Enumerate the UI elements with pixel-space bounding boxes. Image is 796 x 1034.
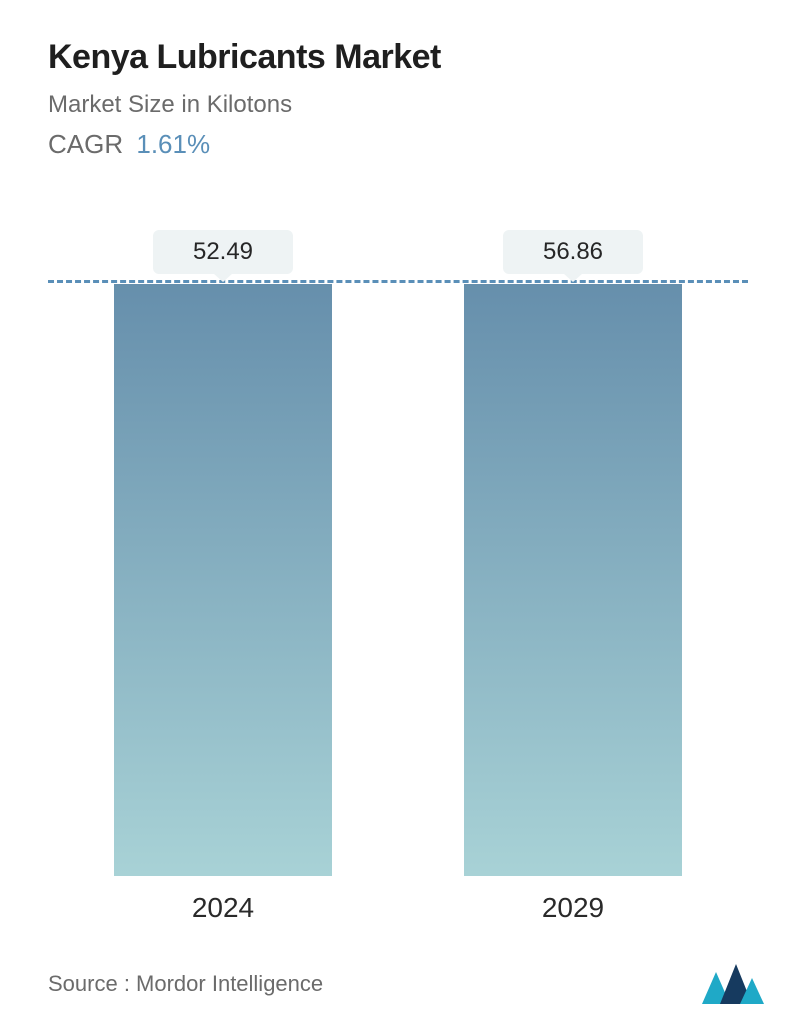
chart-title: Kenya Lubricants Market xyxy=(48,38,748,77)
bar-chart: 52.49 56.86 2024 2029 xyxy=(48,230,748,924)
chart-header: Kenya Lubricants Market Market Size in K… xyxy=(0,0,796,160)
bars-container: 52.49 56.86 xyxy=(48,230,748,876)
cagr-row: CAGR 1.61% xyxy=(48,129,748,160)
source-text: Source : Mordor Intelligence xyxy=(48,971,323,997)
bar-value-label: 52.49 xyxy=(153,230,293,274)
x-axis-labels: 2024 2029 xyxy=(48,892,748,924)
bar-value-label: 56.86 xyxy=(503,230,643,274)
x-axis-label: 2024 xyxy=(83,892,363,924)
bar xyxy=(464,284,682,876)
bar-group: 56.86 xyxy=(433,230,713,876)
reference-line xyxy=(48,280,748,283)
bar xyxy=(114,284,332,876)
cagr-value: 1.61% xyxy=(136,129,210,159)
bar-fill xyxy=(464,284,682,876)
chart-footer: Source : Mordor Intelligence xyxy=(48,964,764,1004)
bar-fill xyxy=(114,284,332,876)
x-axis-label: 2029 xyxy=(433,892,713,924)
bar-group: 52.49 xyxy=(83,230,363,876)
mordor-logo-icon xyxy=(702,964,764,1004)
chart-subtitle: Market Size in Kilotons xyxy=(48,91,748,119)
cagr-label: CAGR xyxy=(48,129,123,159)
